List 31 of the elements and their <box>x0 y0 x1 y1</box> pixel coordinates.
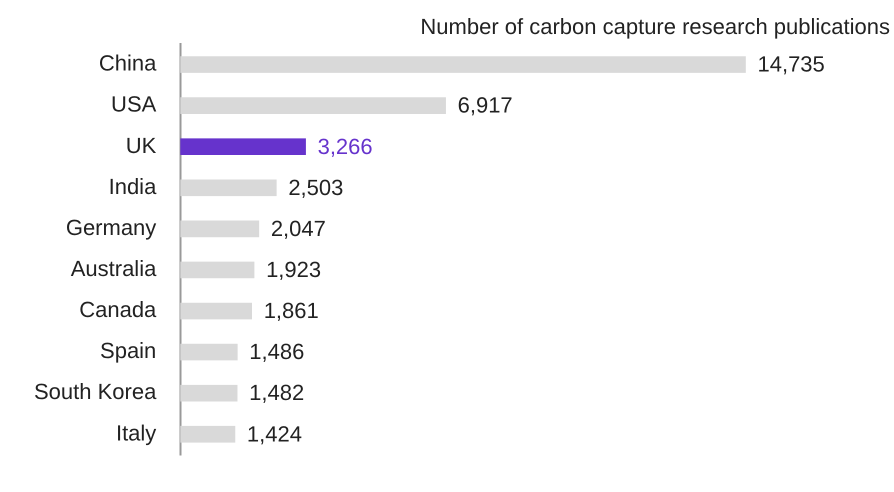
bar <box>180 56 746 73</box>
bar <box>180 220 260 238</box>
data-label: 6,917 <box>458 92 513 118</box>
bar <box>180 97 446 114</box>
data-label: 1,861 <box>264 298 319 324</box>
y-tick-label: Germany <box>66 214 156 240</box>
data-label: 14,735 <box>757 52 825 77</box>
bar <box>180 426 236 443</box>
y-tick-label: South Korea <box>34 379 158 404</box>
bar <box>180 344 238 360</box>
y-tick-label: USA <box>111 92 157 117</box>
data-label: 1,424 <box>246 421 302 446</box>
y-tick-label: Italy <box>116 420 156 446</box>
bar <box>180 302 252 320</box>
bar <box>180 138 306 156</box>
y-tick-label: Australia <box>70 256 158 282</box>
data-label: 3,266 <box>318 134 373 159</box>
bar <box>180 179 277 196</box>
y-tick-label: India <box>108 174 158 199</box>
y-tick-label: Canada <box>79 297 158 322</box>
data-label: 1,486 <box>249 339 304 364</box>
y-tick-label: China <box>98 50 158 76</box>
data-label: 2,047 <box>270 216 326 241</box>
data-label: 2,503 <box>288 174 344 200</box>
data-label: 1,482 <box>249 380 304 406</box>
chart-title: Number of carbon capture research publications <box>420 14 890 40</box>
bar <box>180 262 254 278</box>
y-tick-label: UK <box>126 132 157 158</box>
y-tick-label: Spain <box>100 338 156 364</box>
bar <box>180 384 238 402</box>
data-label: 1,923 <box>266 257 322 282</box>
